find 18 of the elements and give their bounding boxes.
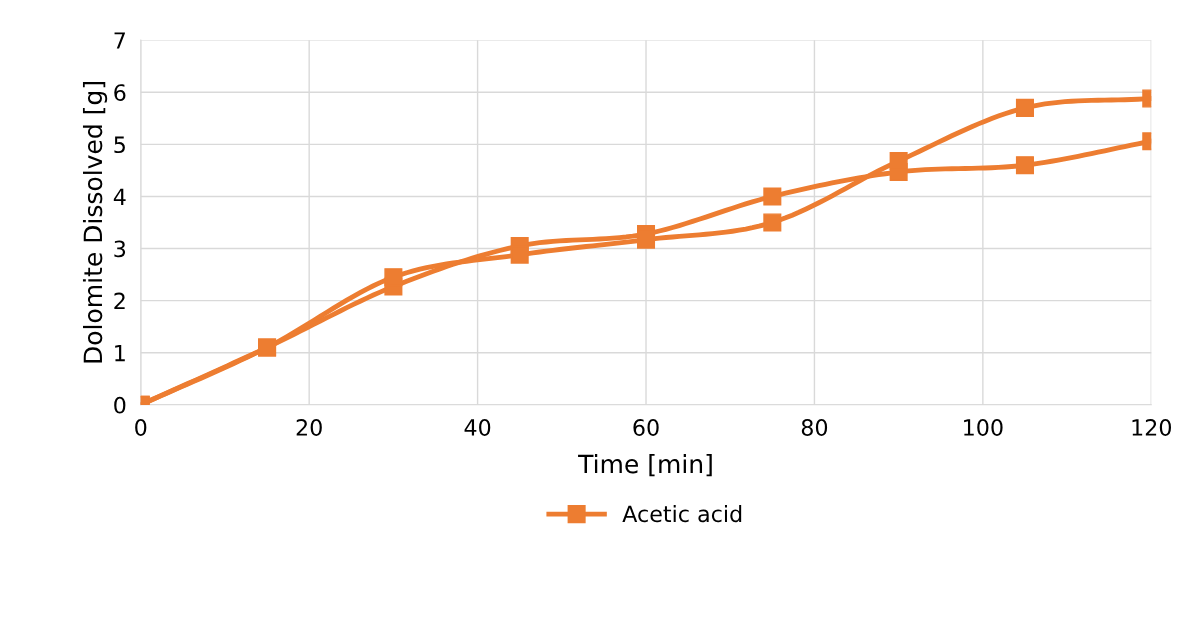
y-tick-label: 5 <box>114 136 125 154</box>
x-tick-label: 80 <box>801 419 828 436</box>
legend-label: Acetic acid <box>622 505 742 523</box>
x-tick-label: 60 <box>633 419 659 436</box>
y-tick-label: 7 <box>114 32 125 49</box>
x-axis-title: Time [min] <box>578 454 712 477</box>
y-tick-label: 0 <box>114 396 126 414</box>
x-tick-label: 40 <box>464 419 491 436</box>
y-tick-label: 4 <box>113 188 126 205</box>
y-tick-label: 2 <box>114 292 125 310</box>
x-tick-label: 0 <box>135 419 147 436</box>
y-tick-label: 1 <box>115 344 125 362</box>
y-tick-label: 6 <box>114 84 126 102</box>
x-tick-label: 120 <box>1132 419 1171 436</box>
x-tick-label: 100 <box>964 419 1003 436</box>
y-axis-title: Dolomite Dissolved [g] <box>82 82 108 363</box>
x-tick-label: 20 <box>296 419 322 436</box>
y-tick-label: 3 <box>114 240 126 258</box>
